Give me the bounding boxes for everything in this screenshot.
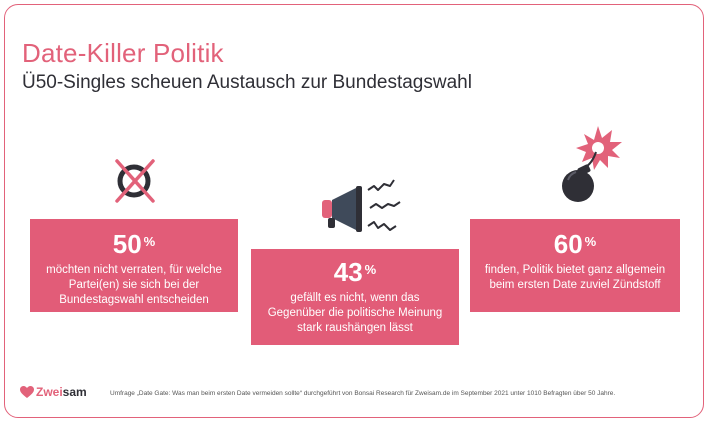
bomb-icon <box>562 126 622 202</box>
stat-value-1: 50% <box>112 229 156 259</box>
stat-text-1: möchten nicht verraten, für welche Parte… <box>46 264 222 306</box>
stat-card-1: 50% möchten nicht verraten, für welche P… <box>30 219 238 312</box>
stat-card-3: 60% finden, Politik bietet ganz allgemei… <box>470 219 680 312</box>
stat-text-3: finden, Politik bietet ganz allgemein be… <box>484 264 666 291</box>
stat-value-3: 60% <box>553 229 597 259</box>
stat-text-2: gefällt es nicht, wenn das Gegenüber die… <box>267 292 443 334</box>
page-subtitle: Ü50-Singles scheuen Austausch zur Bundes… <box>22 72 472 93</box>
page-title: Date-Killer Politik <box>22 38 224 68</box>
card-frame <box>4 4 704 418</box>
heart-icon <box>20 385 34 398</box>
megaphone-icon <box>322 179 401 232</box>
brand-logo: Zweisam <box>20 385 87 399</box>
crossed-ballot-icon <box>115 159 155 203</box>
survey-footnote: Umfrage „Date Gate: Was man beim ersten … <box>110 390 616 397</box>
brand-name: Zweisam <box>36 385 87 399</box>
stat-card-2: 43% gefällt es nicht, wenn das Gegenüber… <box>251 249 459 345</box>
stat-value-2: 43% <box>333 257 377 287</box>
